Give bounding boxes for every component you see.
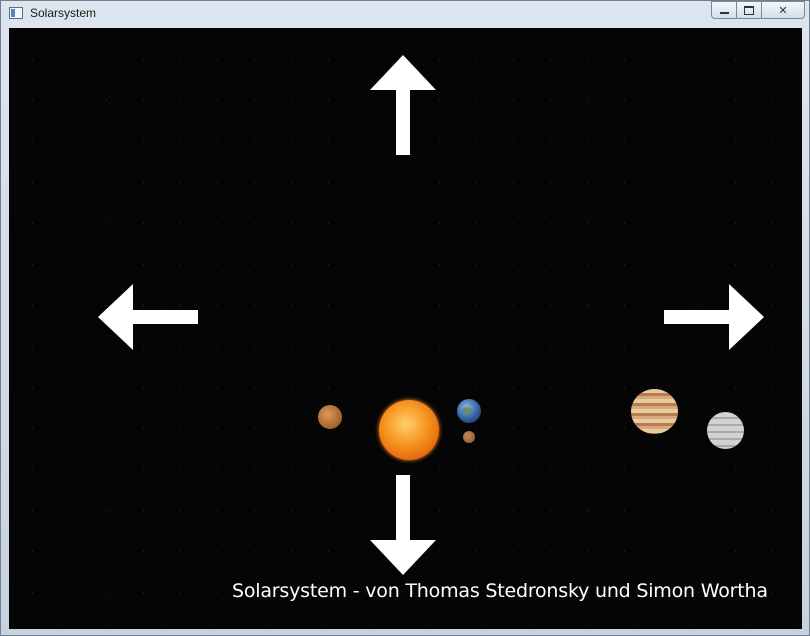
minimize-button[interactable]	[711, 1, 737, 19]
arrow-left-icon[interactable]	[98, 284, 198, 350]
maximize-button[interactable]	[736, 1, 762, 19]
window-title: Solarsystem	[30, 6, 97, 20]
minimize-icon	[719, 12, 729, 14]
planet-saturn	[707, 412, 744, 449]
scene-canvas[interactable]: Solarsystem - von Thomas Stedronsky und …	[9, 28, 802, 629]
credit-text: Solarsystem - von Thomas Stedronsky und …	[232, 580, 768, 602]
arrow-down-icon[interactable]	[370, 475, 436, 575]
title-bar[interactable]: Solarsystem ✕	[1, 1, 809, 27]
close-button[interactable]: ✕	[761, 1, 805, 19]
arrow-right-icon[interactable]	[664, 284, 764, 350]
planet-earth	[457, 399, 481, 423]
arrow-up-icon[interactable]	[370, 55, 436, 155]
app-icon	[9, 7, 23, 19]
window-controls: ✕	[711, 1, 805, 20]
planet-mercury	[318, 405, 342, 429]
planet-moon	[463, 431, 475, 443]
planet-jupiter	[631, 389, 678, 434]
maximize-icon	[744, 5, 754, 15]
sun	[379, 400, 439, 460]
close-icon: ✕	[778, 3, 788, 17]
